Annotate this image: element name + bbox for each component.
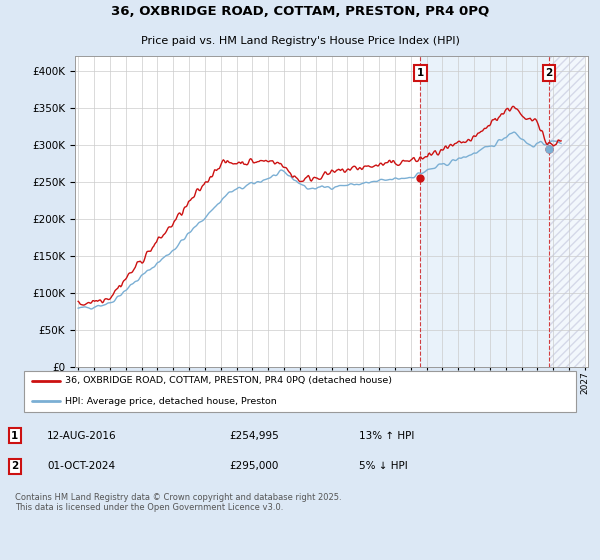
Text: 1: 1 bbox=[11, 431, 19, 441]
Bar bbox=[421, 56, 549, 367]
Text: £295,000: £295,000 bbox=[229, 461, 279, 471]
Text: 2: 2 bbox=[545, 68, 553, 78]
Text: 13% ↑ HPI: 13% ↑ HPI bbox=[359, 431, 414, 441]
Text: Contains HM Land Registry data © Crown copyright and database right 2025.
This d: Contains HM Land Registry data © Crown c… bbox=[15, 492, 341, 512]
Text: 36, OXBRIDGE ROAD, COTTAM, PRESTON, PR4 0PQ: 36, OXBRIDGE ROAD, COTTAM, PRESTON, PR4 … bbox=[111, 5, 489, 18]
Text: 5% ↓ HPI: 5% ↓ HPI bbox=[359, 461, 407, 471]
Text: HPI: Average price, detached house, Preston: HPI: Average price, detached house, Pres… bbox=[65, 397, 277, 406]
FancyBboxPatch shape bbox=[24, 371, 576, 412]
Bar bbox=[549, 56, 585, 367]
Text: Price paid vs. HM Land Registry's House Price Index (HPI): Price paid vs. HM Land Registry's House … bbox=[140, 36, 460, 46]
Text: 01-OCT-2024: 01-OCT-2024 bbox=[47, 461, 115, 471]
Text: 1: 1 bbox=[417, 68, 424, 78]
Text: £254,995: £254,995 bbox=[229, 431, 279, 441]
Text: 36, OXBRIDGE ROAD, COTTAM, PRESTON, PR4 0PQ (detached house): 36, OXBRIDGE ROAD, COTTAM, PRESTON, PR4 … bbox=[65, 376, 392, 385]
Text: 12-AUG-2016: 12-AUG-2016 bbox=[47, 431, 117, 441]
Text: 2: 2 bbox=[11, 461, 19, 471]
Bar bbox=[549, 56, 585, 367]
